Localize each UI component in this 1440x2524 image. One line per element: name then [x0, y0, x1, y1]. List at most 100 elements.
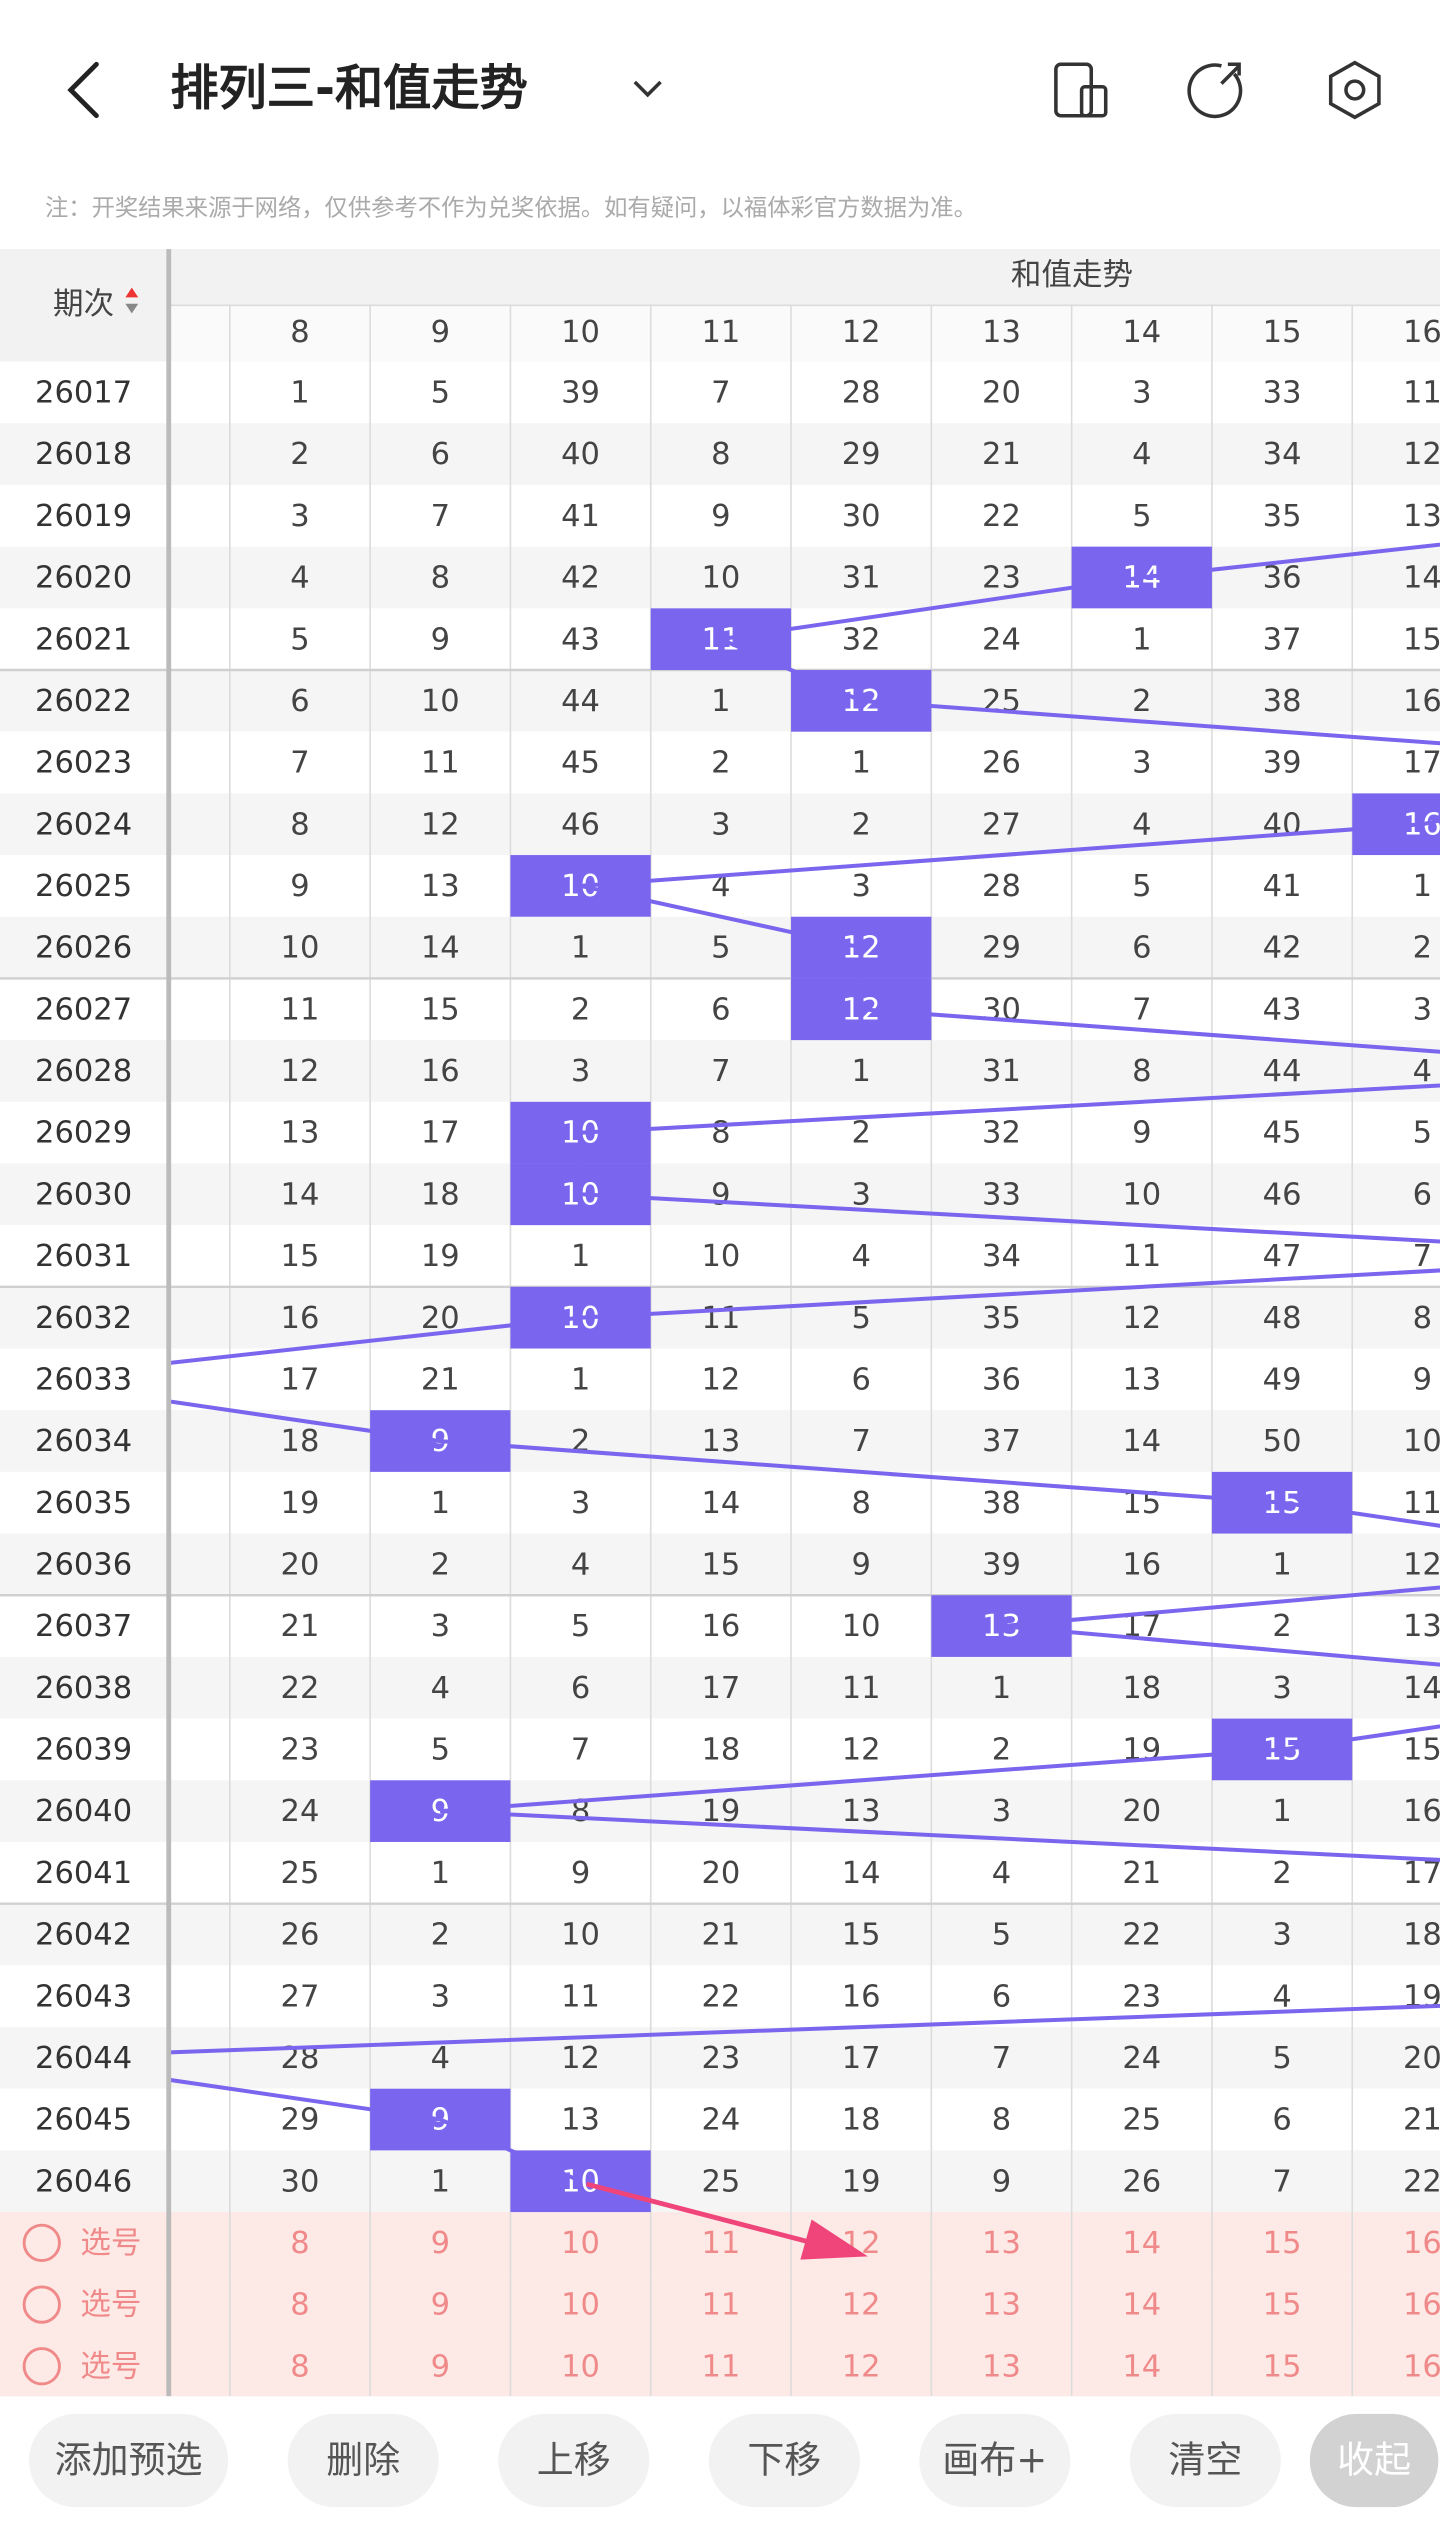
select-number[interactable]: 14 — [1122, 2349, 1161, 2384]
select-number[interactable]: 8 — [290, 2226, 309, 2261]
period: 26028 — [35, 1054, 132, 1089]
button[interactable] — [1309, 2413, 1439, 2508]
select-number[interactable]: 12 — [842, 2349, 881, 2384]
omission-value: 35 — [982, 1301, 1021, 1336]
omission-value: 7 — [1272, 2164, 1291, 2199]
select-number[interactable]: 16 — [1403, 2349, 1440, 2384]
omission-value: 11 — [842, 1671, 881, 1706]
omission-value: 4 — [1132, 437, 1151, 472]
select-number[interactable]: 9 — [431, 2288, 450, 2323]
omission-value: 5 — [571, 1609, 590, 1644]
button[interactable] — [1129, 2413, 1281, 2508]
select-number[interactable]: 9 — [431, 2349, 450, 2384]
select-number[interactable]: 11 — [701, 2349, 740, 2384]
row-background — [0, 1718, 1440, 1781]
omission-value: 2 — [992, 1733, 1011, 1768]
select-number[interactable]: 15 — [1263, 2226, 1302, 2261]
omission-value: 7 — [851, 1424, 870, 1459]
select-label[interactable]: 选号 — [80, 2349, 141, 2384]
select-number[interactable]: 16 — [1403, 2288, 1440, 2323]
settings-icon[interactable] — [1328, 60, 1381, 120]
select-number[interactable]: 13 — [982, 2349, 1021, 2384]
period: 26030 — [35, 1177, 132, 1212]
select-number[interactable]: 14 — [1122, 2288, 1161, 2323]
select-radio[interactable] — [22, 2223, 61, 2263]
button[interactable] — [708, 2413, 860, 2508]
annotation-arrowhead — [800, 2219, 868, 2260]
omission-value: 50 — [1263, 1424, 1302, 1459]
sort-down — [125, 303, 139, 314]
select-label[interactable]: 选号 — [80, 2288, 141, 2323]
button[interactable] — [919, 2413, 1071, 2508]
omission-value: 21 — [701, 1918, 740, 1953]
omission-value: 7 — [1413, 1239, 1432, 1274]
omission-value: 21 — [982, 437, 1021, 472]
button[interactable] — [498, 2413, 650, 2508]
omission-value: 9 — [1413, 1362, 1432, 1397]
omission-value: 3 — [711, 807, 730, 842]
dropdown-icon[interactable] — [633, 80, 662, 98]
button-label[interactable]: 收起 — [1337, 2439, 1411, 2482]
button-label[interactable]: 画布+ — [942, 2439, 1047, 2482]
omission-value: 8 — [1132, 1054, 1151, 1089]
buttons: 添加预选 删除 上移 下移 画布+ 清空 收起 — [28, 2413, 1439, 2508]
select-number[interactable]: 15 — [1263, 2349, 1302, 2384]
button-label[interactable]: 添加预选 — [55, 2439, 203, 2482]
omission-value: 6 — [571, 1671, 590, 1706]
share-icon[interactable] — [1187, 62, 1243, 119]
omission-value: 39 — [1263, 746, 1302, 781]
annotation-arrow — [586, 2181, 829, 2250]
select-number[interactable]: 16 — [1403, 2226, 1440, 2261]
select-number[interactable]: 14 — [1122, 2226, 1161, 2261]
period: 26023 — [35, 746, 132, 781]
button-label[interactable]: 清空 — [1168, 2439, 1242, 2482]
omission-value: 31 — [982, 1054, 1021, 1089]
select-number[interactable]: 11 — [701, 2288, 740, 2323]
omission-value: 4 — [1132, 807, 1151, 842]
row-background — [0, 2027, 1440, 2089]
omission-value: 2 — [571, 992, 590, 1027]
omission-value: 34 — [1263, 437, 1302, 472]
button[interactable] — [28, 2413, 229, 2508]
period-header[interactable]: 期次 — [53, 287, 114, 322]
select-radio[interactable] — [22, 2347, 61, 2386]
period: 26036 — [35, 1548, 132, 1583]
switch-icon[interactable] — [1054, 62, 1108, 118]
omission-value: 6 — [431, 437, 450, 472]
omission-value: 36 — [1263, 561, 1302, 596]
omission-value: 2 — [1272, 1609, 1291, 1644]
omission-value: 5 — [992, 1918, 1011, 1953]
button-label[interactable]: 删除 — [326, 2439, 400, 2482]
button[interactable] — [287, 2413, 439, 2508]
select-number[interactable]: 13 — [982, 2226, 1021, 2261]
omission-value: 10 — [1122, 1177, 1161, 1212]
omission-value: 9 — [851, 1548, 870, 1583]
select-number[interactable]: 11 — [701, 2226, 740, 2261]
select-number[interactable]: 10 — [561, 2288, 600, 2323]
omission-value: 8 — [1413, 1301, 1432, 1336]
omission-value: 26 — [982, 746, 1021, 781]
omission-value: 5 — [431, 376, 450, 411]
select-number[interactable]: 12 — [842, 2288, 881, 2323]
button-label[interactable]: 上移 — [537, 2439, 611, 2482]
select-number[interactable]: 8 — [290, 2349, 309, 2384]
select-number[interactable]: 10 — [561, 2226, 600, 2261]
omission-value: 10 — [421, 684, 460, 719]
omission-value: 13 — [1122, 1362, 1161, 1397]
select-number[interactable]: 10 — [561, 2349, 600, 2384]
select-label[interactable]: 选号 — [80, 2226, 141, 2261]
button-label[interactable]: 下移 — [747, 2439, 821, 2482]
omission-value: 39 — [561, 376, 600, 411]
select-number[interactable]: 9 — [431, 2226, 450, 2261]
omission-value: 29 — [281, 2103, 320, 2138]
omission-value: 28 — [982, 869, 1021, 904]
select-number[interactable]: 15 — [1263, 2288, 1302, 2323]
select-number[interactable]: 8 — [290, 2288, 309, 2323]
omission-value: 5 — [1413, 1116, 1432, 1151]
select-number[interactable]: 13 — [982, 2288, 1021, 2323]
omission-value: 11 — [1403, 1486, 1440, 1521]
omission-value: 30 — [842, 499, 881, 534]
select-radio[interactable] — [22, 2285, 61, 2324]
hit-value: 10 — [561, 2164, 600, 2199]
back-button[interactable] — [67, 61, 99, 119]
